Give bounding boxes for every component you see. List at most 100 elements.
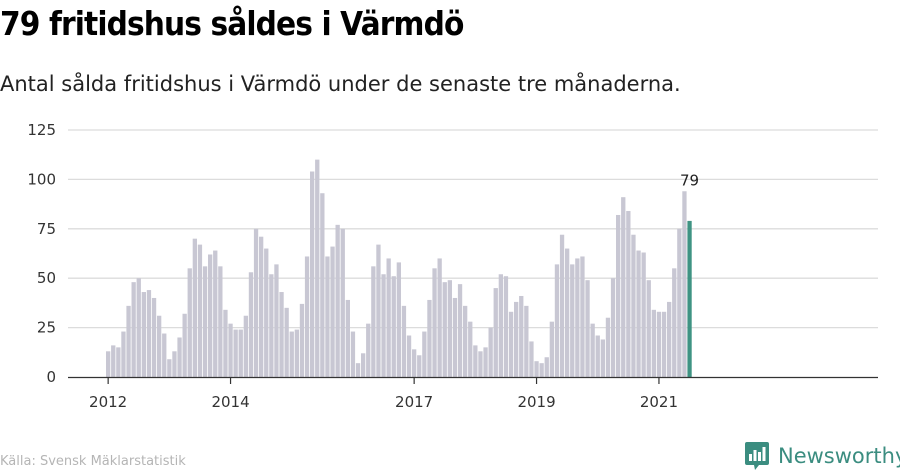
bar xyxy=(233,329,238,377)
bar xyxy=(575,258,580,377)
bar-chart-speech-bubble-icon xyxy=(745,442,769,470)
bar xyxy=(406,335,412,377)
x-tick-label: 2019 xyxy=(517,393,555,411)
bar xyxy=(366,323,371,377)
bar xyxy=(355,363,361,377)
bar xyxy=(381,274,386,377)
bar xyxy=(672,268,677,377)
y-tick-label: 25 xyxy=(37,319,56,337)
bar xyxy=(488,327,493,377)
bar-chart: 0 25 50 75 100 125 2012 2014 2017 2019 2021 79 xyxy=(27,121,878,411)
bar xyxy=(457,284,463,377)
bar xyxy=(463,305,468,377)
brand-logo[interactable]: Newsworthy xyxy=(744,440,900,472)
bar xyxy=(274,264,279,377)
bar xyxy=(116,347,121,377)
bar xyxy=(146,290,152,377)
bar xyxy=(279,292,284,377)
bar xyxy=(259,236,264,377)
bar xyxy=(447,280,452,377)
bar xyxy=(651,309,656,377)
bar xyxy=(422,331,427,377)
bar xyxy=(646,280,651,377)
bar xyxy=(442,282,447,377)
bar xyxy=(539,363,544,377)
bar xyxy=(350,331,356,377)
bar xyxy=(534,361,539,377)
highlight-value-label: 79 xyxy=(680,171,699,189)
bar xyxy=(616,214,621,377)
bar xyxy=(248,272,254,377)
bar xyxy=(437,258,442,377)
y-tick-label: 0 xyxy=(46,368,56,386)
bar xyxy=(371,266,376,377)
bar xyxy=(376,244,381,377)
bar xyxy=(111,345,116,377)
bar xyxy=(172,351,177,377)
bar xyxy=(325,256,330,377)
bar xyxy=(315,159,320,377)
x-tick-label: 2014 xyxy=(211,393,249,411)
bar xyxy=(299,303,305,377)
bar xyxy=(264,248,269,377)
bar xyxy=(223,309,228,377)
bar xyxy=(269,274,274,377)
bar xyxy=(284,307,289,377)
bar xyxy=(391,276,396,377)
bar xyxy=(141,292,146,377)
bar xyxy=(595,335,600,377)
bar xyxy=(636,250,641,377)
x-tick-label: 2017 xyxy=(395,393,433,411)
bar xyxy=(529,341,534,377)
bar xyxy=(641,252,646,377)
bar xyxy=(304,256,310,377)
bar xyxy=(151,297,157,377)
bar xyxy=(238,329,243,377)
chart-subtitle: Antal sålda fritidshus i Värmdö under de… xyxy=(0,72,681,96)
bar xyxy=(197,244,203,377)
y-axis-labels: 0 25 50 75 100 125 xyxy=(27,121,56,386)
bar xyxy=(386,258,391,377)
bar xyxy=(167,359,172,377)
bar xyxy=(361,353,366,377)
bar xyxy=(565,248,570,377)
bar xyxy=(631,234,636,377)
bar xyxy=(330,246,335,377)
bar xyxy=(554,264,560,377)
y-tick-label: 50 xyxy=(37,269,56,287)
bar xyxy=(621,197,626,377)
bar xyxy=(661,311,667,377)
x-tick-label: 2012 xyxy=(89,393,127,411)
bar xyxy=(401,305,407,377)
bar xyxy=(131,282,136,377)
bar xyxy=(682,191,687,377)
bar xyxy=(468,321,473,377)
bar xyxy=(503,276,509,377)
bar xyxy=(412,349,417,377)
bar xyxy=(585,280,590,377)
bar xyxy=(335,224,340,377)
bar xyxy=(294,329,299,377)
chart-title: 79 fritidshus såldes i Värmdö xyxy=(0,4,464,43)
bar xyxy=(549,321,554,377)
x-axis: 2012 2014 2017 2019 2021 xyxy=(68,376,878,411)
bar xyxy=(121,331,126,377)
bar xyxy=(253,228,259,377)
brand-name: Newsworthy xyxy=(778,444,900,468)
bar xyxy=(626,211,631,377)
bar xyxy=(493,288,498,377)
bar xyxy=(508,311,514,377)
y-tick-label: 75 xyxy=(37,220,56,238)
bar xyxy=(157,315,162,377)
annotations: 79 xyxy=(680,171,699,189)
bar xyxy=(243,315,248,377)
bar xyxy=(478,351,483,377)
bar xyxy=(580,256,585,377)
bar xyxy=(340,228,345,377)
y-tick-label: 125 xyxy=(27,121,56,139)
bar xyxy=(667,301,672,377)
bar xyxy=(182,313,187,377)
bar xyxy=(473,345,478,377)
bar xyxy=(483,347,488,377)
bar xyxy=(519,295,524,377)
